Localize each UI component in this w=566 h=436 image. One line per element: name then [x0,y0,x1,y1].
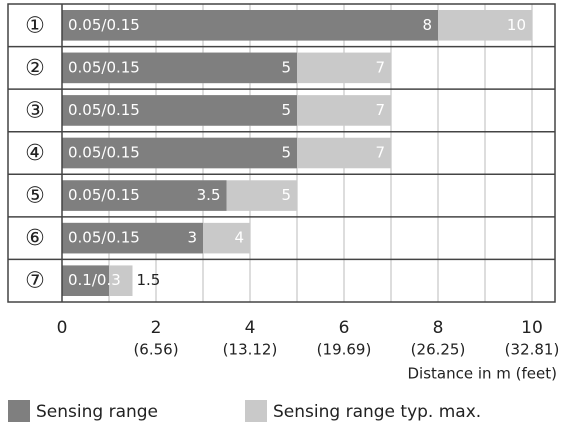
value-label: 5 [281,101,291,119]
category-label: ⑥ [25,226,45,251]
category-label: ④ [25,141,45,166]
frame [7,3,556,303]
value-label: 5 [281,186,291,204]
range-label: 0.05/0.15 [68,16,140,34]
value-label: 5 [281,144,291,162]
bar [62,52,297,84]
value-label: 7 [375,101,385,119]
bar [62,222,203,254]
value-label: 5 [281,58,291,76]
value-label: 7 [375,144,385,162]
range-label: 0.05/0.15 [68,229,140,247]
bar [62,10,438,41]
category-label: ① [25,13,45,38]
category-label: ⑤ [25,184,45,209]
range-label: 0.05/0.15 [68,58,140,76]
x-tick-label: 2 [151,318,162,338]
bar [62,265,109,296]
range-label: 0.05/0.15 [68,101,140,119]
x-tick-sublabel: (19.69) [317,341,372,359]
value-label: 3.5 [197,186,221,204]
value-label: 10 [507,16,526,34]
x-tick-sublabel: (6.56) [133,341,178,359]
category-label: ⑦ [25,269,45,294]
category-label: ② [25,56,45,81]
legend-label: Sensing range typ. max. [273,402,481,422]
value-label: 7 [375,58,385,76]
legend-swatch [245,400,267,422]
value-label: 8 [422,16,432,34]
range-label: 0.05/0.15 [68,186,140,204]
x-tick-label: 0 [57,318,68,338]
x-tick-label: 8 [433,318,444,338]
value-label: 3 [187,229,197,247]
bar [62,180,227,211]
category-label: ③ [25,98,45,123]
bar [62,137,297,169]
range-label: 0.05/0.15 [68,144,140,162]
bar [62,95,297,126]
range-label: 0.1/0.3 [68,271,121,289]
legend-swatch [8,400,30,422]
x-tick-label: 4 [245,318,256,338]
x-tick-sublabel: (26.25) [411,341,466,359]
x-tick-sublabel: (32.81) [505,341,560,359]
x-tick-label: 6 [339,318,350,338]
x-tick-label: 10 [521,318,543,338]
x-tick-sublabel: (13.12) [223,341,278,359]
value-label: 1.5 [137,271,161,289]
value-label: 4 [234,229,244,247]
legend-label: Sensing range [36,402,158,422]
x-axis-label: Distance in m (feet) [407,365,557,383]
